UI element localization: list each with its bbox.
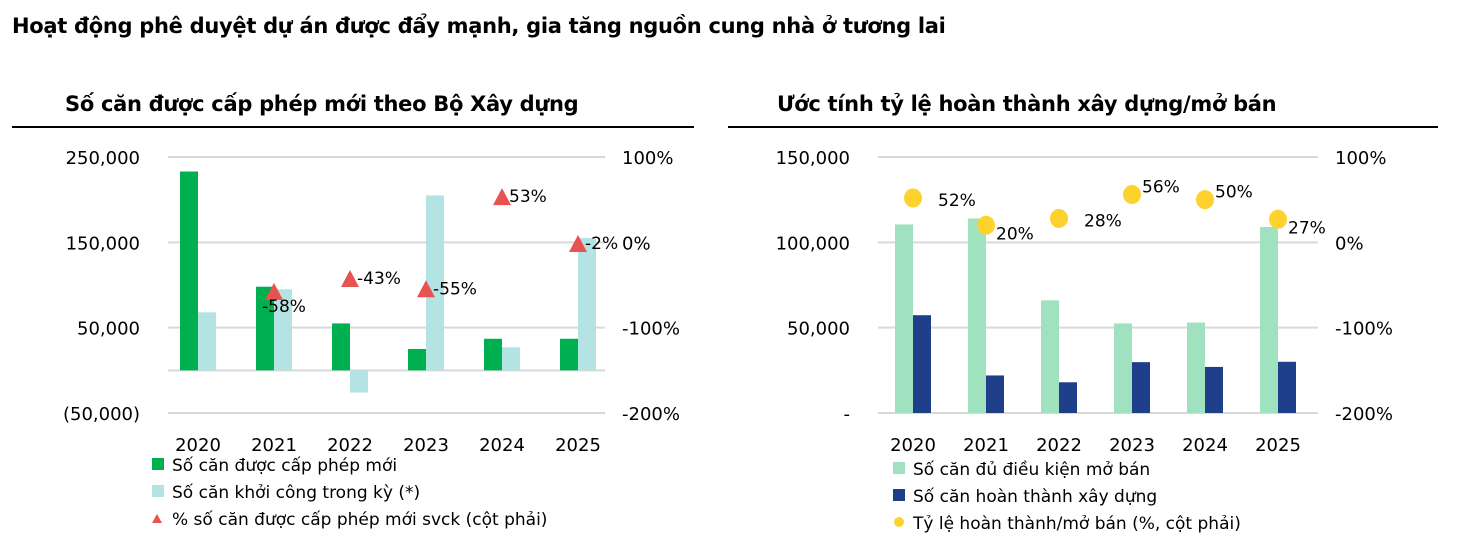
c2-bar-secondary [1132,362,1150,413]
chart-1-title-rule [12,126,694,128]
c1-y2-tick-label: -200% [622,404,680,425]
c2-bar-secondary [986,375,1004,413]
c1-x-tick-label: 2023 [403,435,449,456]
chart-2-title: Ước tính tỷ lệ hoàn thành xây dựng/mở bá… [777,92,1277,116]
c1-legend-label: Số căn được cấp phép mới [172,455,397,476]
c2-dot-marker [1269,209,1287,229]
c1-x-tick-label: 2021 [251,435,297,456]
c1-x-tick-label: 2022 [327,435,373,456]
c2-x-tick-label: 2023 [1109,435,1155,456]
c2-data-label: 27% [1288,218,1326,238]
c2-data-label: 52% [938,191,976,211]
c2-y2-tick-label: 100% [1335,148,1386,169]
c1-bar-secondary [426,195,444,371]
c1-bar-primary [180,171,198,371]
c2-bar-secondary [1278,361,1296,413]
c1-x-tick-label: 2020 [175,435,221,456]
c1-data-label: -2% [585,234,618,254]
c2-bar-secondary [1205,366,1223,413]
c2-bar-primary [1260,226,1278,413]
c2-y-tick-label: 150,000 [776,148,850,169]
c1-triangle-marker [493,188,511,206]
c1-data-label: -58% [262,297,306,317]
c2-bar-primary [1114,323,1132,413]
c2-bar-primary [968,218,986,413]
c2-dot-marker [1196,190,1214,210]
c1-y-tick-label: 50,000 [77,319,140,340]
c1-y2-tick-label: 100% [622,148,673,169]
c2-data-label: 56% [1142,178,1180,198]
c1-bar-primary [256,286,274,371]
c2-legend-swatch [893,489,905,501]
c1-data-label: -43% [357,269,401,289]
c2-bar-primary [895,224,913,413]
c2-legend-label: Tỷ lệ hoàn thành/mở bán (%, cột phải) [912,514,1241,534]
c1-bar-secondary [578,238,596,371]
c2-dot-marker [977,215,995,235]
c2-dot-marker [1123,185,1141,205]
c1-bar-primary [332,323,350,371]
c2-data-label: 28% [1084,211,1122,231]
c2-y-tick-label: 50,000 [787,319,850,340]
c2-data-label: 50% [1215,183,1253,203]
c1-legend-label: % số căn được cấp phép mới svck (cột phả… [172,509,547,530]
c1-triangle-marker [569,235,587,253]
c2-bar-secondary [913,315,931,413]
c2-x-tick-label: 2020 [890,435,936,456]
c2-bar-primary [1041,300,1059,413]
c2-x-tick-label: 2022 [1036,435,1082,456]
c2-y-tick-label: 100,000 [776,233,850,254]
c2-legend-label: Số căn hoàn thành xây dựng [913,486,1157,507]
c2-y2-tick-label: 0% [1335,233,1364,254]
c1-bar-secondary [350,370,368,393]
c1-data-label: -55% [433,279,477,299]
c2-bar-primary [1187,322,1205,413]
c1-y2-tick-label: -100% [622,319,680,340]
c1-bar-primary [560,338,578,371]
c2-x-tick-label: 2025 [1255,435,1301,456]
c1-data-label: 53% [509,187,547,207]
c2-dot-marker [904,188,922,208]
c1-y-tick-label: 150,000 [66,233,140,254]
c1-legend-swatch [152,485,164,497]
c1-bar-secondary [274,289,292,371]
c1-bar-primary [408,349,426,371]
c2-data-label: 20% [996,224,1034,244]
chart-2-title-rule [728,126,1438,128]
c1-bar-secondary [198,312,216,371]
c1-x-tick-label: 2025 [555,435,601,456]
c1-bar-secondary [502,347,520,371]
c2-x-tick-label: 2021 [963,435,1009,456]
c2-legend-label: Số căn đủ điều kiện mở bán [913,459,1150,480]
c1-legend-label: Số căn khởi công trong kỳ (*) [172,482,420,503]
c1-y-tick-label: (50,000) [63,404,140,425]
c1-y-tick-label: 250,000 [66,148,140,169]
c2-y-tick-label: - [844,404,851,425]
c1-x-tick-label: 2024 [479,435,525,456]
c2-x-tick-label: 2024 [1182,435,1228,456]
c1-triangle-marker [265,282,283,300]
c1-y2-tick-label: 0% [622,233,651,254]
c1-bar-primary [484,338,502,371]
c2-legend-dot [894,517,904,527]
c1-legend-swatch [152,458,164,470]
c2-y2-tick-label: -200% [1335,404,1393,425]
c2-dot-marker [1050,208,1068,228]
c2-bar-secondary [1059,382,1077,413]
c1-triangle-marker [417,280,435,298]
c1-legend-triangle [152,514,162,523]
c2-legend-swatch [893,462,905,474]
chart-1-title: Số căn được cấp phép mới theo Bộ Xây dựn… [65,92,579,116]
c2-y2-tick-label: -100% [1335,319,1393,340]
c1-triangle-marker [341,270,359,288]
page-title: Hoạt động phê duyệt dự án được đẩy mạnh,… [12,14,946,38]
